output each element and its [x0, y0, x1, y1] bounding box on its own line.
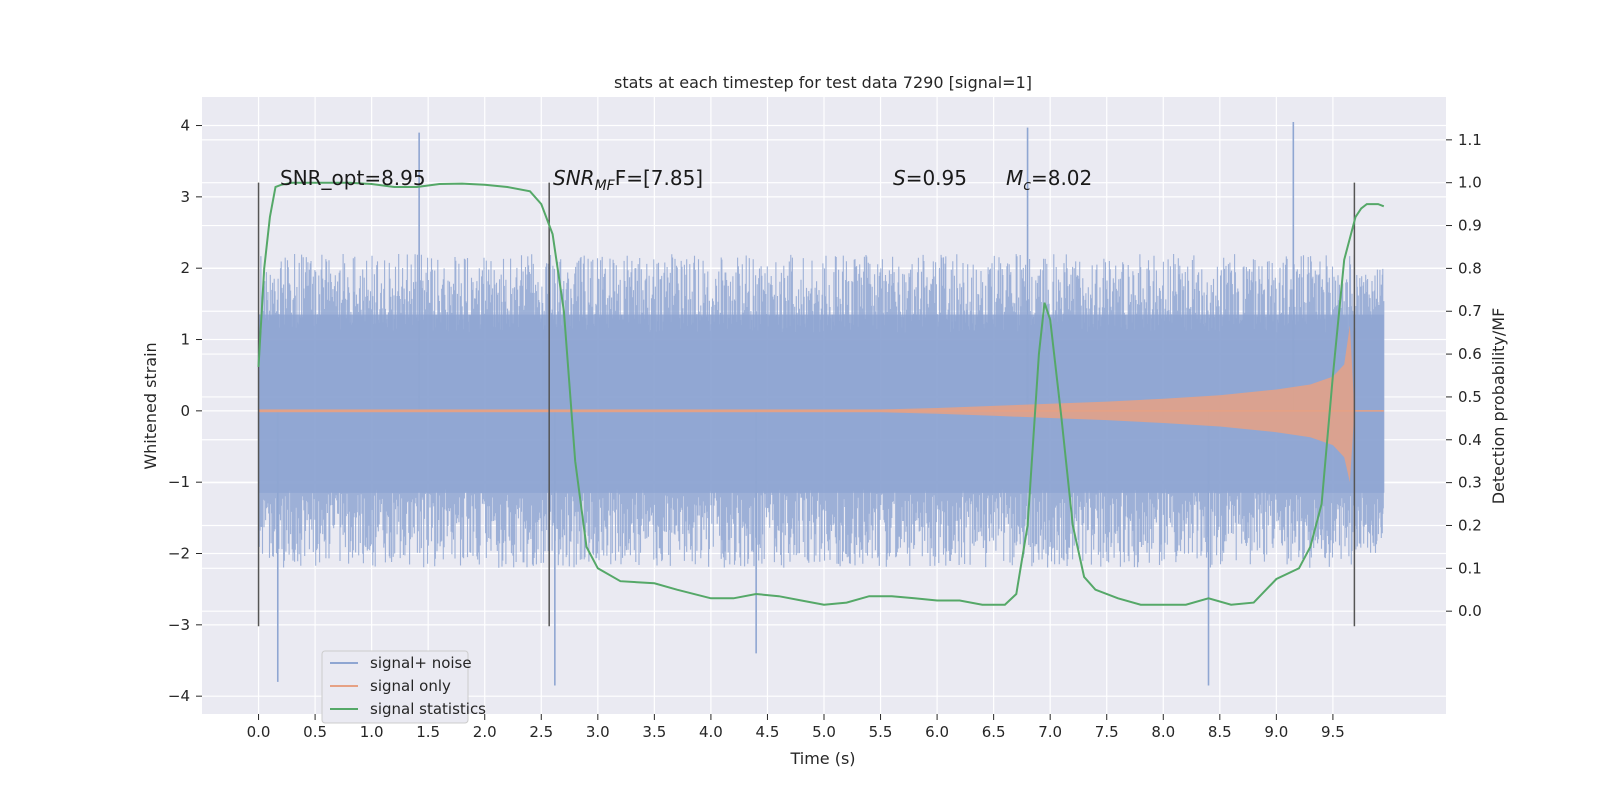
- right-tick-label: 0.9: [1458, 217, 1482, 235]
- y-tick-label: −2: [168, 545, 190, 563]
- x-tick-label: 7.5: [1095, 723, 1119, 741]
- annotation-s: S=0.95: [893, 166, 967, 190]
- annotation-mc-tail: =8.02: [1031, 166, 1092, 190]
- right-tick-label: 0.5: [1458, 388, 1482, 406]
- y-axis-label: Whitened strain: [141, 342, 160, 469]
- x-tick-label: 1.5: [416, 723, 440, 741]
- x-tick-label: 6.5: [982, 723, 1006, 741]
- y-tick-label: −3: [168, 616, 190, 634]
- annotation-s-tail: =0.95: [906, 166, 967, 190]
- annotation-mc-sub: c: [1023, 178, 1031, 194]
- series-signal-only: [258, 325, 1384, 483]
- x-tick-label: 4.5: [756, 723, 780, 741]
- signal-envelope: [258, 325, 1355, 483]
- legend-box: [321, 650, 469, 724]
- x-tick-label: 9.0: [1264, 723, 1288, 741]
- y-tick-label: −4: [168, 687, 190, 705]
- right-tick-label: 1.1: [1458, 131, 1482, 149]
- annotation-snr-mf-sub: MF: [595, 178, 616, 194]
- right-tick-label: 0.4: [1458, 431, 1482, 449]
- annotation-snr-mf-main: SNR: [553, 166, 595, 190]
- right-tick-label: 0.3: [1458, 474, 1482, 492]
- statistics-line: [257, 181, 1385, 606]
- x-tick-label: 2.5: [529, 723, 553, 741]
- x-axis-ticks: 0.0 0.5 1.0 1.5 2.0 2.5 3.0 3.5 4.0 4.5 5.0 5.5 6.0 6…: [247, 714, 1345, 741]
- x-tick-label: 6.0: [925, 723, 949, 741]
- x-tick-label: 5.5: [869, 723, 893, 741]
- series-signal-statistics: [257, 181, 1385, 606]
- legend: signal+ noise signal only signal statist…: [321, 650, 486, 724]
- x-axis-label: Time (s): [789, 749, 855, 768]
- legend-label-signal-noise: signal+ noise: [370, 654, 472, 672]
- x-tick-label: 8.5: [1208, 723, 1232, 741]
- right-tick-label: 0.6: [1458, 345, 1482, 363]
- chart-title: stats at each timestep for test data 729…: [614, 73, 1032, 92]
- x-tick-label: 1.0: [360, 723, 384, 741]
- x-tick-label: 9.5: [1321, 723, 1345, 741]
- right-tick-label: 0.1: [1458, 559, 1482, 577]
- right-tick-label: 0.2: [1458, 516, 1482, 534]
- x-tick-label: 8.0: [1151, 723, 1175, 741]
- y-tick-label: 0: [180, 402, 190, 420]
- right-tick-label: 0.0: [1458, 602, 1482, 620]
- annotation-snr-opt: SNR_opt=8.95: [280, 166, 426, 190]
- annotation-s-main: S: [893, 166, 906, 190]
- right-axis-ticks: 1.1 1.0 0.9 0.8 0.7 0.6 0.5 0.4 0.3 0.2 0.1 0.0: [1446, 131, 1482, 620]
- annotation-snr-mf-tail: F=[7.85]: [615, 166, 703, 190]
- annotation-mc: Mc=8.02: [1006, 166, 1092, 194]
- y-tick-label: 3: [180, 188, 190, 206]
- annotation-snr-mf: SNRMFF=[7.85]: [553, 166, 703, 194]
- right-axis-label: Detection probability/MF: [1489, 308, 1508, 505]
- marker-lines: [257, 182, 1356, 627]
- x-tick-label: 3.5: [642, 723, 666, 741]
- y-tick-label: 1: [180, 331, 190, 349]
- annotation-mc-main: M: [1006, 166, 1023, 190]
- legend-label-signal-only: signal only: [370, 677, 451, 695]
- y-tick-label: 4: [180, 117, 190, 135]
- y-tick-label: 2: [180, 259, 190, 277]
- right-tick-label: 0.7: [1458, 302, 1482, 320]
- x-tick-label: 4.0: [699, 723, 723, 741]
- y-tick-label: −1: [168, 473, 190, 491]
- x-tick-label: 0.5: [303, 723, 327, 741]
- right-tick-label: 0.8: [1458, 259, 1482, 277]
- x-tick-label: 0.0: [247, 723, 271, 741]
- x-tick-label: 2.0: [473, 723, 497, 741]
- right-tick-label: 1.0: [1458, 174, 1482, 192]
- x-tick-label: 5.0: [812, 723, 836, 741]
- y-axis-ticks: 4 3 2 1 0 −1 −2 −3 −4: [168, 117, 202, 705]
- legend-label-signal-statistics: signal statistics: [370, 700, 486, 718]
- x-tick-label: 7.0: [1038, 723, 1062, 741]
- x-tick-label: 3.0: [586, 723, 610, 741]
